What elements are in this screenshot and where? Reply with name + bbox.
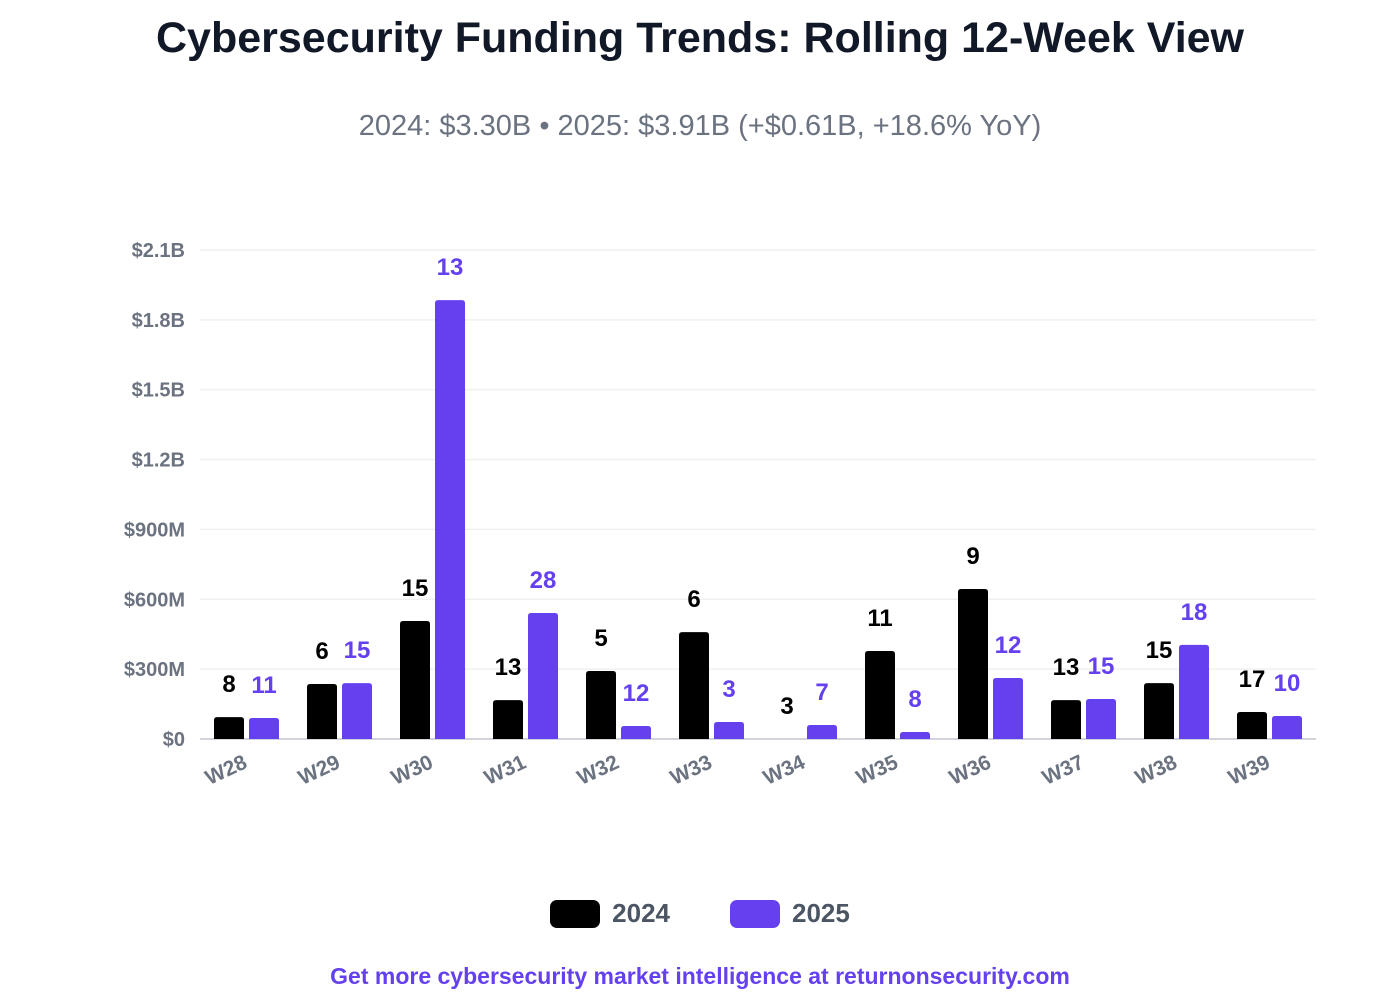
bar-2024-W31 xyxy=(493,700,523,739)
bar-2024-W38 xyxy=(1144,683,1174,739)
x-tick-label: W38 xyxy=(1132,751,1181,790)
legend-label-2024: 2024 xyxy=(612,898,670,928)
x-tick-label: W36 xyxy=(946,751,995,790)
bar-2024-W33 xyxy=(679,632,709,739)
x-tick-label: W31 xyxy=(481,751,530,790)
bar-2024-W39 xyxy=(1237,711,1267,739)
footer-link[interactable]: Get more cybersecurity market intelligen… xyxy=(330,963,1070,989)
bar-2024-W30 xyxy=(400,620,430,739)
x-tick-label: W30 xyxy=(388,751,437,790)
bar-2025-W30 xyxy=(435,300,465,739)
x-tick-label: W32 xyxy=(574,751,623,790)
data-label-2025-W36: 12 xyxy=(995,632,1022,659)
data-label-2024-W28: 8 xyxy=(222,671,235,698)
bar-2024-W28 xyxy=(214,717,244,739)
x-tick-label: W34 xyxy=(760,751,809,790)
x-tick-label: W33 xyxy=(667,751,716,790)
data-label-2025-W28: 11 xyxy=(251,672,276,699)
bar-2025-W38 xyxy=(1179,644,1209,739)
data-label-2024-W29: 6 xyxy=(315,638,328,665)
data-label-2024-W36: 9 xyxy=(966,543,979,570)
data-label-2024-W30: 15 xyxy=(402,575,429,602)
data-label-2025-W31: 28 xyxy=(530,567,557,594)
legend-swatch-2025 xyxy=(730,899,780,928)
bar-2024-W32 xyxy=(586,671,616,739)
legend-swatch-2024 xyxy=(550,899,601,928)
x-tick-label: W28 xyxy=(202,751,251,790)
chart-subtitle: 2024: $3.30B • 2025: $3.91B (+$0.61B, +1… xyxy=(358,110,1042,142)
bar-2025-W29 xyxy=(342,683,372,739)
data-label-2024-W37: 13 xyxy=(1053,654,1080,681)
data-label-2025-W32: 12 xyxy=(623,680,650,707)
data-label-2024-W31: 13 xyxy=(495,654,522,681)
data-label-2024-W34: 3 xyxy=(780,693,793,720)
bar-2024-W37 xyxy=(1051,700,1081,739)
data-label-2024-W38: 15 xyxy=(1146,637,1173,664)
bar-2025-W39 xyxy=(1272,715,1302,739)
bar-2025-W33 xyxy=(714,722,744,739)
bar-2024-W29 xyxy=(307,684,337,739)
x-tick-label: W37 xyxy=(1039,751,1088,790)
y-tick-label: $900M xyxy=(124,519,185,541)
y-tick-label: $300M xyxy=(124,659,185,681)
data-label-2024-W32: 5 xyxy=(594,625,607,652)
data-label-2024-W39: 17 xyxy=(1239,666,1266,693)
bar-2025-W37 xyxy=(1086,698,1116,739)
y-tick-label: $1.2B xyxy=(132,450,185,472)
y-tick-label: $1.8B xyxy=(132,310,185,332)
legend-item-2025[interactable]: 2025 xyxy=(730,898,850,929)
bar-2024-W36 xyxy=(958,589,988,739)
data-label-2025-W33: 3 xyxy=(722,676,735,703)
legend-item-2024[interactable]: 2024 xyxy=(550,898,670,929)
data-label-2025-W38: 18 xyxy=(1181,599,1208,626)
data-label-2025-W35: 8 xyxy=(908,686,921,713)
y-tick-label: $600M xyxy=(124,589,185,611)
bar-2025-W36 xyxy=(993,677,1023,739)
bar-2025-W31 xyxy=(528,613,558,739)
bar-2025-W32 xyxy=(621,725,651,739)
data-label-2025-W29: 15 xyxy=(344,637,371,664)
data-label-2025-W34: 7 xyxy=(815,679,828,706)
y-tick-label: $2.1B xyxy=(132,240,185,262)
x-tick-label: W29 xyxy=(295,751,344,790)
bar-2025-W28 xyxy=(249,718,279,739)
data-label-2024-W35: 11 xyxy=(867,605,892,632)
bar-2025-W34 xyxy=(807,725,837,739)
y-tick-label: $0 xyxy=(163,729,185,751)
chart-title: Cybersecurity Funding Trends: Rolling 12… xyxy=(156,14,1244,62)
bar-2025-W35 xyxy=(900,732,930,739)
data-label-2025-W39: 10 xyxy=(1274,670,1301,697)
bar-2024-W35 xyxy=(865,650,895,739)
legend: 2024 2025 xyxy=(0,898,1400,929)
x-tick-label: W35 xyxy=(853,751,902,790)
data-label-2025-W30: 13 xyxy=(437,254,464,281)
legend-label-2025: 2025 xyxy=(792,898,850,928)
data-label-2024-W33: 6 xyxy=(687,586,700,613)
y-tick-label: $1.5B xyxy=(132,380,185,402)
x-tick-label: W39 xyxy=(1225,751,1274,790)
data-label-2025-W37: 15 xyxy=(1088,653,1115,680)
